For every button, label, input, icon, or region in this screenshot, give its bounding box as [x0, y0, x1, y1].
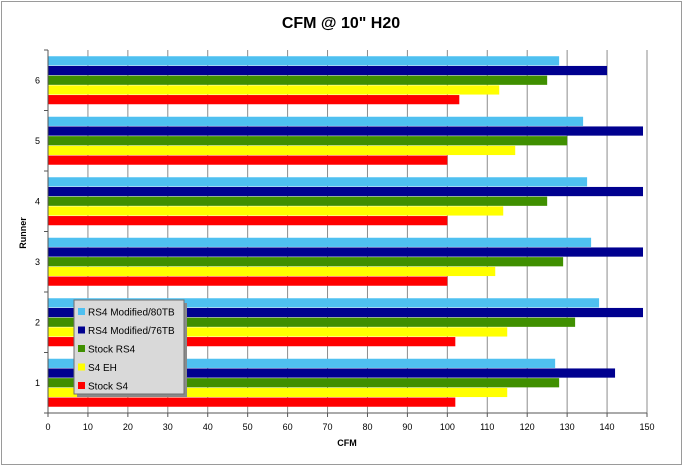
bar: [48, 177, 588, 187]
y-tick-label: 3: [35, 257, 40, 267]
bar: [48, 56, 560, 66]
bar: [48, 397, 456, 407]
x-tick-label: 120: [520, 422, 535, 432]
y-tick-label: 2: [35, 317, 40, 327]
x-tick-labels: 0 10 20 30 40 50 60 70 80 90 100 110 120 130 140 150: [45, 422, 654, 432]
legend-label: S4 EH: [88, 363, 117, 374]
bar: [48, 378, 560, 388]
x-tick-label: 130: [560, 422, 575, 432]
x-tick-label: 150: [639, 422, 654, 432]
x-tick-label: 100: [440, 422, 455, 432]
legend-label: Stock RS4: [88, 345, 136, 356]
y-tick-label: 5: [35, 136, 40, 146]
bar: [48, 387, 508, 398]
legend-label: RS4 Modified/76TB: [88, 326, 175, 337]
bar: [48, 186, 644, 197]
legend-swatch: [78, 345, 85, 352]
y-tick-labels: 1 2 3 4 5 6: [35, 75, 40, 388]
y-axis-title: Runner: [18, 217, 28, 249]
bar: [48, 327, 508, 337]
x-tick-label: 60: [283, 422, 293, 432]
bar: [48, 317, 576, 327]
legend-swatch: [78, 363, 85, 371]
bar: [48, 247, 644, 257]
legend-label: RS4 Modified/80TB: [88, 308, 175, 319]
legend-box: [73, 299, 185, 395]
legend-swatch: [78, 308, 85, 315]
bar: [48, 75, 548, 85]
x-tick-label: 20: [123, 422, 133, 432]
y-tick-label: 1: [35, 378, 40, 388]
x-tick-label: 30: [163, 422, 173, 432]
bar: [48, 257, 564, 267]
x-tick-label: 110: [480, 422, 494, 432]
bar: [48, 126, 644, 136]
x-tick-label: 50: [243, 422, 253, 432]
bar: [48, 155, 448, 165]
x-tick-label: 40: [203, 422, 213, 432]
bar: [48, 266, 496, 277]
bar: [48, 85, 500, 95]
bar: [48, 298, 600, 308]
bar: [48, 206, 504, 216]
bar: [48, 358, 556, 368]
chart-title: CFM @ 10" H20: [282, 15, 400, 32]
x-tick-label: 0: [45, 422, 50, 432]
bar: [48, 116, 584, 126]
x-tick-label: 10: [83, 422, 93, 432]
x-axis-title: CFM: [337, 438, 357, 448]
y-tick-label: 4: [35, 196, 40, 206]
bar: [48, 65, 608, 76]
bar: [48, 276, 448, 286]
bar: [48, 368, 616, 378]
y-tick-label: 6: [35, 75, 40, 85]
x-tick-label: 90: [402, 422, 412, 432]
bar: [48, 216, 448, 226]
bar: [48, 237, 592, 247]
x-tick-label: 140: [600, 422, 615, 432]
bar: [48, 337, 456, 347]
legend-swatch: [78, 326, 85, 334]
bar: [48, 145, 516, 156]
bar: [48, 95, 460, 105]
legend: RS4 Modified/80TB RS4 Modified/76TB Stock …: [73, 299, 187, 397]
bars: [48, 56, 644, 407]
bar: [48, 307, 644, 318]
axes: [44, 49, 648, 417]
bar: [48, 196, 548, 206]
legend-swatch: [78, 382, 85, 389]
x-tick-label: 80: [362, 422, 372, 432]
x-tick-label: 70: [323, 422, 333, 432]
legend-label: Stock S4: [88, 382, 128, 393]
bar: [48, 136, 568, 146]
